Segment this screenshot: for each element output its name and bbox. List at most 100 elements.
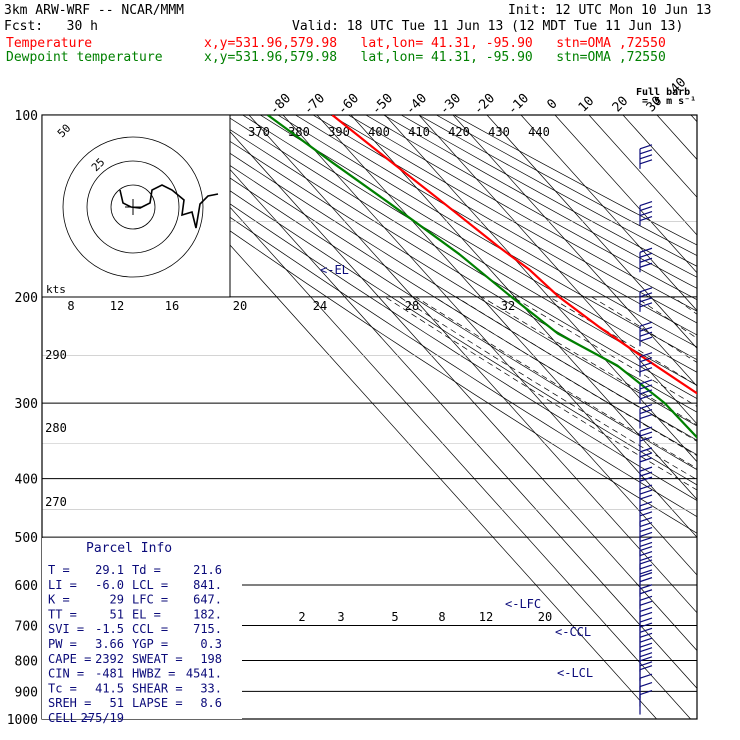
temperature-label: Temperature bbox=[6, 36, 93, 51]
wind-barb-flag bbox=[639, 362, 653, 368]
parcel-row-value: -1.5 bbox=[95, 622, 124, 636]
theta-left-label: 270 bbox=[45, 495, 67, 509]
wind-barbs bbox=[639, 144, 653, 715]
theta-e-label: 12 bbox=[110, 299, 124, 313]
pressure-tick-label: 300 bbox=[15, 397, 38, 412]
moist-adiabat bbox=[399, 296, 697, 481]
wind-barb-flag bbox=[639, 536, 653, 543]
isotherm-label: -40 bbox=[403, 91, 430, 118]
wind-barb-flag bbox=[639, 389, 653, 395]
theta-label: 400 bbox=[368, 125, 390, 139]
isotherm-line bbox=[520, 115, 697, 312]
parcel-row-label: Tc = bbox=[48, 681, 77, 695]
dewpoint-location-info: x,y=531.96,579.98 lat,lon= 41.31, -95.90… bbox=[204, 50, 666, 65]
wind-barb-flag bbox=[639, 287, 653, 293]
parcel-row-label: CELL = bbox=[48, 711, 91, 725]
isotherm-label: -60 bbox=[335, 91, 362, 118]
moist-adiabat bbox=[704, 297, 740, 719]
wind-barb-flag bbox=[639, 559, 653, 565]
parcel-row-label: SVI = bbox=[48, 622, 84, 636]
pressure-tick-label: 100 bbox=[15, 109, 38, 124]
parcel-row-label: CIN = bbox=[48, 667, 84, 681]
wind-barb-flag bbox=[639, 154, 653, 160]
model-title: 3km ARW-WRF -- NCAR/MMM bbox=[4, 3, 185, 18]
parcel-row-value: 51 bbox=[110, 696, 124, 710]
dewpoint-profile bbox=[267, 115, 697, 439]
isotherm-line bbox=[690, 115, 697, 123]
wind-barb-flag bbox=[639, 413, 653, 420]
pressure-tick-label: 500 bbox=[15, 531, 38, 546]
wind-barb-flag bbox=[639, 501, 653, 507]
parcel-row-label: LAPSE = bbox=[132, 696, 183, 710]
wind-barb-flag bbox=[639, 216, 653, 222]
hodograph-units: kts bbox=[46, 283, 66, 296]
wind-barb-flag bbox=[639, 384, 653, 390]
theta-e-label: 32 bbox=[501, 299, 515, 313]
parcel-row-label: LCL = bbox=[132, 578, 168, 592]
parcel-row-value: 647. bbox=[193, 593, 222, 607]
parcel-row-value: 33. bbox=[200, 681, 222, 695]
theta-left-label: 290 bbox=[45, 348, 67, 362]
dry-adiabat bbox=[207, 115, 697, 413]
parcel-row-label: PW = bbox=[48, 637, 77, 651]
wind-barb-flag bbox=[639, 367, 653, 373]
pressure-tick-label: 900 bbox=[15, 685, 38, 700]
wind-barb-flag bbox=[639, 471, 653, 477]
wind-barb-flag bbox=[639, 564, 653, 570]
hodograph-ring bbox=[62, 136, 204, 278]
mixing-ratio-label: 20 bbox=[538, 610, 552, 624]
parcel-row-label: K = bbox=[48, 593, 70, 607]
wind-barb-flag bbox=[639, 545, 653, 552]
isotherm-line bbox=[282, 115, 697, 576]
wind-barb-flag bbox=[639, 489, 653, 495]
level-annotation: <-LCL bbox=[557, 666, 593, 680]
theta-left-label: 280 bbox=[45, 421, 67, 435]
parcel-row-value: -6.0 bbox=[95, 578, 124, 592]
isotherm-line bbox=[180, 115, 697, 689]
parcel-row-label: CAPE = bbox=[48, 652, 91, 666]
parcel-row-value: 8.6 bbox=[200, 696, 222, 710]
wind-barb-flag bbox=[639, 661, 653, 667]
theta-e-label: 8 bbox=[67, 299, 74, 313]
wind-barb-flag bbox=[639, 637, 653, 643]
parcel-row-label: LFC = bbox=[132, 593, 168, 607]
wind-barb-flag bbox=[639, 408, 653, 415]
wind-barb-flag bbox=[639, 555, 653, 562]
theta-e-label: 24 bbox=[313, 299, 327, 313]
isotherm-line bbox=[656, 115, 697, 160]
wind-barb-flag bbox=[639, 632, 653, 638]
parcel-row-value: 3.66 bbox=[95, 637, 124, 651]
theta-label: 420 bbox=[448, 125, 470, 139]
parcel-row-label: CCL = bbox=[132, 622, 168, 636]
wind-barb-flag bbox=[639, 394, 653, 400]
wind-barb-flag bbox=[639, 656, 653, 662]
wind-barb-flag bbox=[639, 652, 653, 658]
pressure-tick-label: 800 bbox=[15, 654, 38, 669]
parcel-row-value: 4541. bbox=[186, 667, 222, 681]
wind-barb-flag bbox=[639, 436, 653, 442]
isotherm-line bbox=[214, 115, 697, 652]
parcel-row-label: Td = bbox=[132, 563, 161, 577]
isotherm-line bbox=[248, 115, 697, 614]
pressure-tick-label: 200 bbox=[15, 291, 38, 306]
theta-e-label: 16 bbox=[165, 299, 179, 313]
wind-barb-flag bbox=[639, 589, 653, 595]
dry-adiabat bbox=[224, 115, 697, 400]
wind-barb-flag bbox=[639, 494, 653, 500]
level-annotations: <-EL <-LFC <-CCL <-LCL bbox=[320, 263, 593, 680]
wind-barb-flag bbox=[639, 201, 653, 207]
wind-barb-flag bbox=[639, 681, 653, 688]
moist-adiabat bbox=[591, 296, 697, 363]
wind-barb-flag bbox=[639, 484, 653, 490]
parcel-row-value: 275/19 bbox=[81, 711, 124, 725]
hodograph-box bbox=[41, 114, 231, 298]
isotherm-line bbox=[350, 115, 697, 500]
wind-barb-flag bbox=[639, 511, 653, 517]
wind-barb-flag bbox=[639, 531, 653, 538]
moist-adiabat bbox=[455, 296, 697, 442]
parcel-row-label: SREH = bbox=[48, 696, 91, 710]
parcel-info-title: Parcel Info bbox=[86, 541, 172, 556]
theta-label: 440 bbox=[528, 125, 550, 139]
hodograph-ring bbox=[110, 184, 156, 230]
